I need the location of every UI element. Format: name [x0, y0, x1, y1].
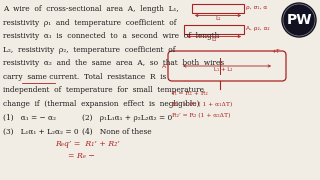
Circle shape	[282, 3, 316, 37]
Text: L₁: L₁	[215, 16, 221, 21]
Text: change  if  (thermal  expansion  effect  is  negligible): change if (thermal expansion effect is n…	[3, 100, 199, 107]
Text: ρ, σ₁, α: ρ, σ₁, α	[246, 5, 267, 10]
Text: R = R₁ + R₂: R = R₁ + R₂	[172, 91, 208, 96]
Text: resistivity  ρ₁  and  temperature  coefficient  of: resistivity ρ₁ and temperature coefficie…	[3, 19, 176, 26]
Text: R₂’ = R₂ (1 + α₂ΔT): R₂’ = R₂ (1 + α₂ΔT)	[172, 113, 230, 118]
Text: (2)   ρ₁L₁α₁ + ρ₂L₂α₂ = 0: (2) ρ₁L₁α₁ + ρ₂L₂α₂ = 0	[82, 114, 172, 122]
Text: (4)   None of these: (4) None of these	[82, 127, 152, 136]
Text: A, ρ₂, α₂: A, ρ₂, α₂	[246, 26, 270, 31]
Text: A  wire  of  cross-sectional  area  A,  length  L₁,: A wire of cross-sectional area A, length…	[3, 5, 179, 13]
Bar	[192, 4, 244, 13]
Text: L₂,  resistivity  ρ₂,  temperature  coefficient  of: L₂, resistivity ρ₂, temperature coeffici…	[3, 46, 175, 53]
Text: = Rₑ −: = Rₑ −	[68, 152, 95, 161]
Text: L₁ + L₂: L₁ + L₂	[214, 67, 232, 72]
Text: L₂: L₂	[211, 37, 217, 42]
Text: A: A	[162, 64, 166, 69]
Text: +T: +T	[271, 49, 280, 54]
Text: resistivity  α₂  and  the  same  area  A,  so  that  both  wires: resistivity α₂ and the same area A, so t…	[3, 59, 224, 67]
Text: independent  of  temperature  for  small  temperature: independent of temperature for small tem…	[3, 86, 204, 94]
Text: R₁’ = R₁ ( 1 + α₁ΔT): R₁’ = R₁ ( 1 + α₁ΔT)	[172, 102, 232, 107]
Text: (1)   α₁ = − α₂: (1) α₁ = − α₂	[3, 114, 56, 122]
Text: (3)   L₁α₁ + L₂α₂ = 0: (3) L₁α₁ + L₂α₂ = 0	[3, 127, 79, 136]
Text: Rₑq’ =  R₁’ + R₂’: Rₑq’ = R₁’ + R₂’	[55, 141, 120, 148]
Text: resistivity  α₁  is  connected  to  a  second  wire  of  length: resistivity α₁ is connected to a second …	[3, 32, 219, 40]
Text: PW: PW	[286, 13, 312, 27]
Text: carry  same current.  Total  resistance  R  is: carry same current. Total resistance R i…	[3, 73, 166, 80]
Bar	[184, 25, 244, 34]
